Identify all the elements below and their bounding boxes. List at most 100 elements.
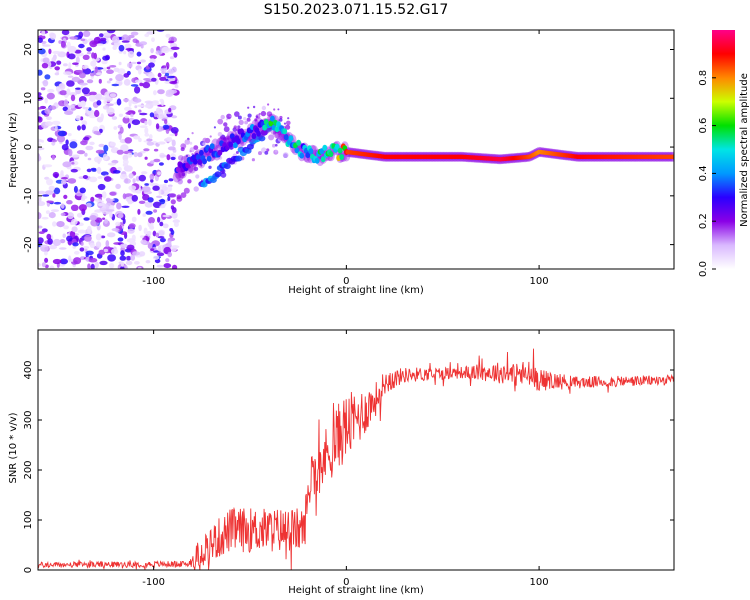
noise-speckle	[166, 136, 173, 142]
noise-speckle	[60, 170, 64, 176]
y-tick-label: -10	[23, 188, 34, 204]
scatter-speckle	[193, 166, 199, 172]
colorbar-label: Normalized spectral amplitude	[739, 73, 750, 227]
noise-speckle	[159, 238, 166, 243]
noise-speckle	[171, 211, 178, 219]
noise-speckle	[160, 68, 165, 72]
noise-speckle	[138, 224, 142, 232]
noise-speckle	[151, 101, 160, 106]
noise-speckle	[90, 196, 95, 203]
noise-speckle	[102, 67, 107, 72]
noise-speckle	[120, 261, 125, 267]
noise-speckle	[38, 92, 42, 96]
noise-speckle	[50, 209, 60, 213]
noise-speckle	[69, 230, 76, 238]
noise-speckle	[83, 234, 92, 242]
noise-speckle	[62, 233, 66, 238]
snr-frame	[37, 329, 675, 571]
noise-speckle	[159, 221, 164, 227]
noise-speckle	[125, 255, 132, 261]
ridge-branch-blob	[235, 155, 243, 162]
noise-speckle	[102, 217, 106, 220]
noise-speckle	[145, 260, 151, 264]
ridge-core	[337, 147, 343, 154]
spectrogram-marks	[38, 30, 674, 269]
noise-speckle	[134, 98, 142, 103]
noise-speckle	[164, 119, 168, 125]
noise-speckle	[138, 200, 146, 204]
noise-speckle	[115, 74, 124, 82]
scatter-speckle	[237, 115, 242, 120]
scatter-speckle	[283, 122, 287, 125]
scatter-speckle	[254, 118, 258, 122]
scatter-speckle	[266, 148, 270, 152]
colorbar-tick-label: 0.2	[698, 213, 709, 229]
noise-speckle	[170, 245, 178, 252]
noise-speckle	[158, 162, 164, 166]
scatter-speckle	[200, 164, 203, 167]
noise-speckle	[157, 236, 165, 239]
noise-speckle	[75, 69, 84, 73]
noise-speckle	[117, 213, 124, 219]
noise-speckle	[115, 221, 121, 227]
noise-speckle	[128, 99, 132, 107]
noise-speckle	[44, 250, 48, 256]
noise-speckle	[133, 135, 141, 140]
scatter-speckle	[272, 143, 276, 148]
noise-speckle	[94, 261, 99, 269]
noise-speckle	[125, 48, 134, 51]
ridge-core	[299, 152, 305, 159]
noise-speckle	[155, 107, 162, 114]
noise-speckle	[42, 44, 51, 47]
noise-speckle	[103, 248, 109, 253]
noise-speckle	[106, 30, 116, 34]
noise-speckle	[101, 96, 106, 100]
ridge-core	[256, 130, 261, 137]
ridge-core	[233, 142, 238, 149]
noise-speckle	[89, 215, 97, 221]
snr-line	[38, 348, 674, 570]
noise-speckle	[70, 139, 78, 143]
noise-speckle	[136, 51, 142, 57]
noise-speckle	[63, 63, 68, 67]
noise-speckle	[72, 242, 79, 247]
noise-speckle	[157, 89, 165, 95]
noise-speckle	[134, 105, 138, 109]
noise-speckle	[167, 68, 174, 75]
noise-speckle	[61, 179, 67, 185]
scatter-speckle	[229, 115, 232, 118]
noise-speckle	[93, 130, 101, 135]
scatter-speckle	[261, 105, 267, 111]
noise-speckle	[79, 72, 86, 79]
noise-speckle	[78, 31, 84, 38]
noise-speckle	[38, 138, 43, 143]
scatter-speckle	[185, 154, 189, 158]
noise-speckle	[88, 91, 97, 96]
noise-speckle	[44, 74, 51, 80]
noise-speckle	[156, 252, 165, 257]
noise-speckle	[52, 221, 57, 227]
noise-speckle	[71, 218, 78, 226]
noise-speckle	[71, 162, 75, 165]
noise-speckle	[41, 30, 46, 37]
noise-speckle	[131, 119, 141, 126]
noise-speckle	[46, 92, 55, 100]
noise-speckle	[138, 251, 146, 257]
noise-speckle	[122, 98, 130, 102]
noise-speckle	[52, 50, 61, 55]
noise-speckle	[104, 176, 112, 182]
noise-speckle	[157, 216, 161, 223]
noise-speckle	[54, 66, 60, 71]
noise-speckle	[52, 193, 56, 198]
noise-speckle	[137, 208, 141, 215]
noise-speckle	[159, 205, 166, 209]
noise-speckle	[96, 43, 104, 46]
noise-speckle	[152, 201, 162, 208]
noise-speckle	[127, 34, 135, 39]
noise-speckle	[85, 202, 92, 208]
ridge-core	[185, 162, 191, 169]
noise-speckle	[102, 47, 106, 51]
scatter-speckle	[235, 151, 239, 154]
noise-speckle	[143, 227, 148, 235]
noise-speckle	[124, 43, 132, 50]
